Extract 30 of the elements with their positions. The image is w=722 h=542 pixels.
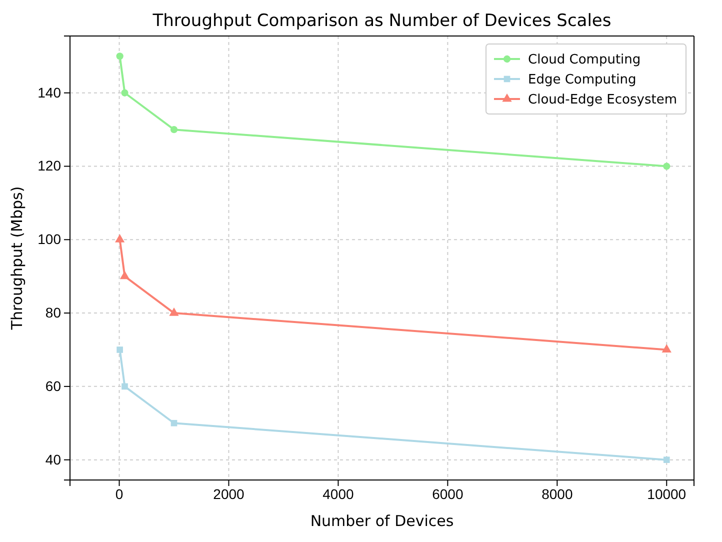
point bbox=[121, 89, 128, 96]
x-axis-title: Number of Devices bbox=[310, 512, 454, 530]
point bbox=[663, 162, 670, 170]
legend-label: Cloud Computing bbox=[528, 52, 641, 68]
point bbox=[169, 307, 179, 316]
x-tick-label: 10000 bbox=[647, 486, 686, 502]
y-tick-label: 60 bbox=[45, 378, 62, 394]
point bbox=[122, 383, 128, 390]
point bbox=[170, 420, 178, 426]
y-axis-title: Throughput (Mbps) bbox=[8, 186, 26, 331]
point bbox=[115, 234, 125, 242]
y-tick-label: 80 bbox=[45, 304, 62, 321]
point bbox=[662, 344, 672, 353]
legend-label: Edge Computing bbox=[528, 72, 636, 88]
x-tick-label: 8000 bbox=[542, 486, 573, 502]
chart-title: Throughput Comparison as Number of Devices Scales bbox=[152, 11, 612, 31]
x-tick-label: 2000 bbox=[213, 486, 245, 502]
point bbox=[663, 456, 670, 463]
x-tick-label: 0 bbox=[115, 486, 124, 502]
point bbox=[120, 270, 130, 280]
point bbox=[170, 126, 178, 134]
y-tick-label: 140 bbox=[38, 84, 62, 100]
y-tick-label: 100 bbox=[38, 231, 62, 248]
y-tick-label: 120 bbox=[38, 158, 62, 174]
y-tick-label: 40 bbox=[45, 451, 62, 468]
x-tick-label: 6000 bbox=[432, 486, 464, 502]
x-tick-label: 4000 bbox=[322, 486, 354, 502]
point bbox=[116, 52, 124, 60]
legend-label: Cloud-Edge Ecosystem bbox=[528, 92, 677, 108]
point bbox=[116, 346, 123, 353]
